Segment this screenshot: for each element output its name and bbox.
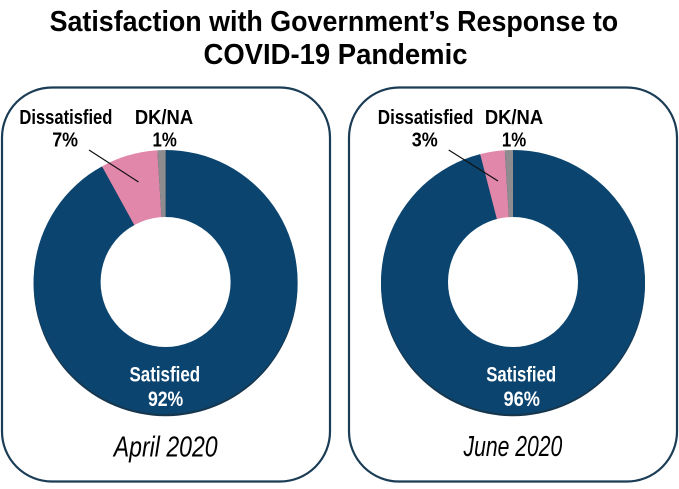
- svg-text:92%: 92%: [148, 387, 183, 411]
- svg-text:Satisfied: Satisfied: [486, 362, 556, 386]
- svg-text:1%: 1%: [502, 128, 526, 151]
- svg-text:June 2020: June 2020: [463, 431, 563, 463]
- svg-text:COVID-19 Pandemic: COVID-19 Pandemic: [204, 39, 468, 71]
- svg-text:Satisfied: Satisfied: [129, 362, 200, 386]
- svg-text:7%: 7%: [52, 128, 78, 151]
- svg-text:DK/NA: DK/NA: [485, 106, 543, 129]
- svg-text:Dissatisfied: Dissatisfied: [378, 106, 474, 129]
- svg-text:Satisfaction with Government’s: Satisfaction with Government’s Response …: [50, 6, 619, 38]
- svg-text:April 2020: April 2020: [112, 431, 217, 463]
- svg-text:96%: 96%: [504, 387, 540, 411]
- svg-text:1%: 1%: [153, 128, 177, 151]
- svg-text:Dissatisfied: Dissatisfied: [19, 106, 112, 129]
- svg-text:3%: 3%: [412, 128, 438, 151]
- svg-text:DK/NA: DK/NA: [135, 106, 193, 129]
